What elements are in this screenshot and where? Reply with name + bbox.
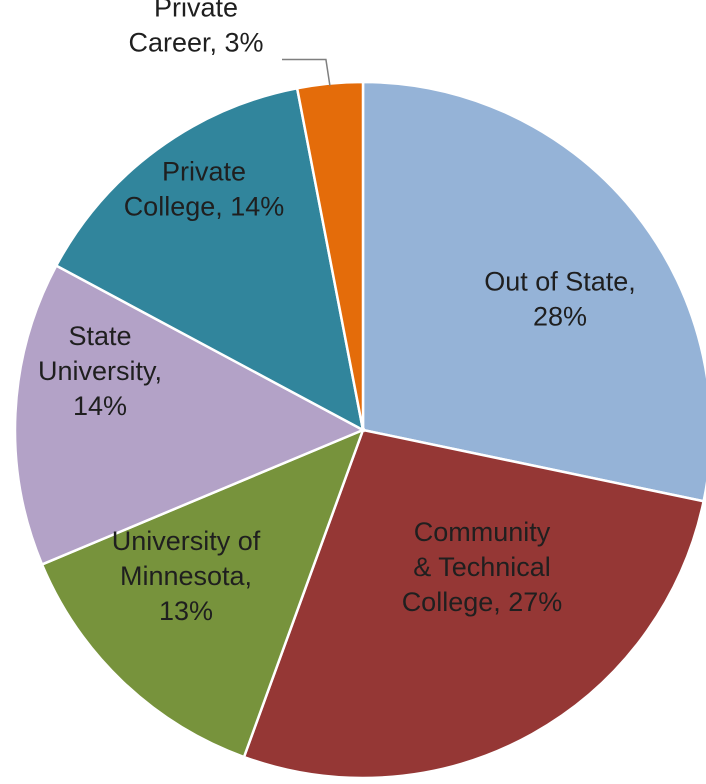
slice-label-line: College, 14% bbox=[124, 192, 285, 222]
slice-label-3: State University, 14% bbox=[38, 321, 162, 421]
slice-label-line: 28% bbox=[533, 302, 587, 332]
slice-label-2: University of Minnesota, 13% bbox=[112, 526, 261, 626]
slice-label-4: Private College, 14% bbox=[124, 157, 285, 222]
slice-label-line: 14% bbox=[73, 391, 127, 421]
pie-slice-1 bbox=[242, 428, 706, 780]
slice-label-line: College, 27% bbox=[402, 587, 563, 617]
slice-label-0: Out of State, 28% bbox=[484, 267, 636, 332]
pie-slice-4 bbox=[54, 86, 365, 433]
slice-label-line: & Technical bbox=[413, 552, 551, 582]
slice-label-line: Out of State, bbox=[484, 267, 636, 297]
slice-label-line: University, bbox=[38, 356, 162, 386]
slice-label-1: Community & Technical College, 27% bbox=[402, 517, 563, 617]
slices-layer bbox=[13, 80, 706, 780]
slice-label-line: Private bbox=[154, 0, 238, 23]
slice-label-line: University of bbox=[112, 526, 261, 556]
slice-label-line: Community bbox=[414, 517, 551, 547]
slice-label-line: 13% bbox=[159, 596, 213, 626]
slice-label-line: State bbox=[68, 321, 131, 351]
label-leader-line bbox=[282, 58, 331, 86]
slice-label-line: Career, 3% bbox=[128, 28, 263, 58]
labels-layer: Out of State, 28% Community & Technical Coll… bbox=[38, 0, 636, 626]
pie-slice-2 bbox=[40, 427, 366, 759]
slice-label-5: Private Career, 3% bbox=[128, 0, 263, 58]
slice-label-line: Minnesota, bbox=[120, 561, 252, 591]
pie-slice-0 bbox=[361, 80, 706, 503]
slice-label-line: Private bbox=[162, 157, 246, 187]
pie-slice-3 bbox=[13, 263, 366, 567]
